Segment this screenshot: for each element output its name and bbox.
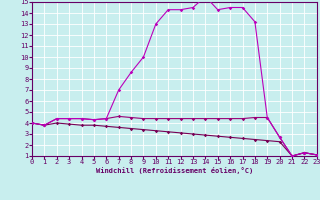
X-axis label: Windchill (Refroidissement éolien,°C): Windchill (Refroidissement éolien,°C) xyxy=(96,167,253,174)
